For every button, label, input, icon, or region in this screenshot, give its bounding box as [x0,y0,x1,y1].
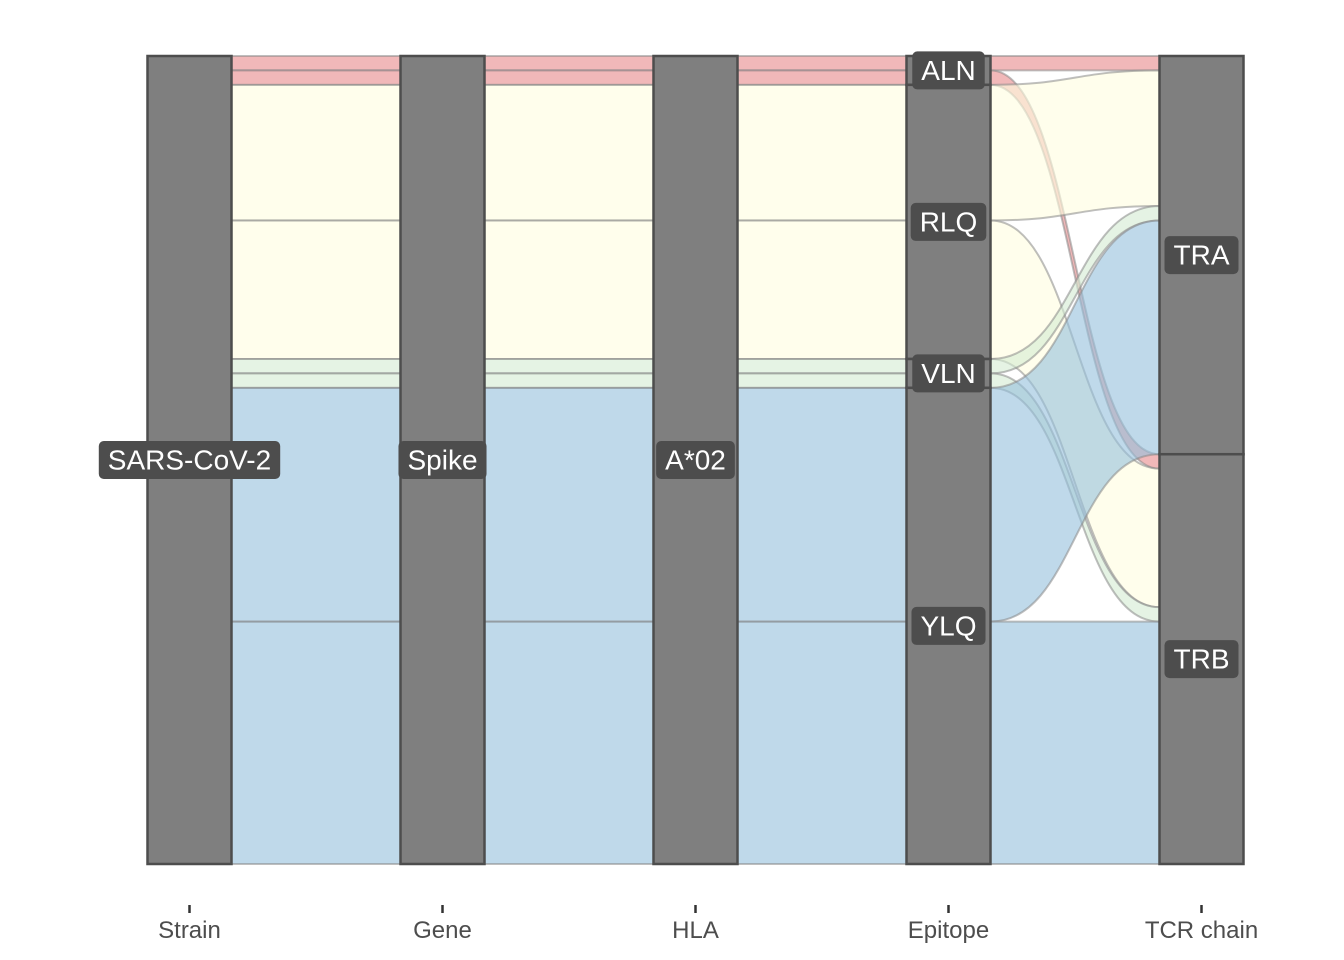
stratum-label-aln: ALN [912,51,985,90]
stratum-label-background [910,202,987,241]
stratum-label-text: SARS-CoV-2 [108,445,271,476]
flow-segment [230,219,402,361]
flow-segment [736,372,908,389]
stratum-label-text: ALN [921,55,975,86]
flow-segment [230,386,402,623]
flow-segment [483,386,655,623]
stratum-label-background [398,441,487,479]
stratum-label-tra: TRA [1164,236,1239,275]
flow-segment [989,69,1161,222]
flow-segment [483,54,655,72]
flow-segment [989,54,1161,72]
flow-segment [230,357,402,375]
flow-segment [483,69,655,86]
stratum-label-a-02: A*02 [656,441,735,479]
flow-sars-cov-2-spike-a-02-ylq-trb [230,620,1161,866]
stratum-label-text: A*02 [665,445,726,476]
stratum-label-text: Spike [407,445,477,476]
flow-segment [230,69,402,86]
stratum-label-text: RLQ [920,206,978,237]
stratum-label-background [912,51,985,90]
stratum-label-background [911,606,986,645]
flow-segment [230,620,402,866]
flows-layer [230,54,1161,866]
stratum-label-background [98,441,281,479]
flow-sars-cov-2-spike-a-02-rlq-tra [230,69,1161,222]
stratum-label-background [1164,236,1239,275]
flow-segment [736,357,908,375]
stratum-label-rlq: RLQ [910,202,987,241]
stratum-label-background [656,441,735,479]
x-tick-label-tcr-chain: TCR chain [1145,917,1258,944]
stratum-labels-layer: SARS-CoV-2 Spike A*02 ALN RLQ VLN YLQ TRA TRB [98,51,1239,679]
flow-segment [736,54,908,72]
stratum-label-text: TRA [1174,240,1230,271]
flow-segment [230,372,402,389]
flow-segment [483,357,655,375]
flow-segment [989,620,1161,866]
flow-segment [736,219,908,361]
flow-segment [483,219,655,361]
stratum-label-ylq: YLQ [911,606,986,645]
flow-segment [736,83,908,222]
x-tick-label-gene: Gene [413,917,472,944]
x-tick-label-strain: Strain [158,917,221,944]
stratum-label-sars-cov-2: SARS-CoV-2 [98,441,281,479]
stratum-label-text: VLN [921,358,975,389]
stratum-label-vln: VLN [912,354,985,393]
x-axis: Strain Gene HLA Epitope TCR chain [158,905,1258,944]
flow-segment [230,83,402,222]
stratum-label-background [1164,640,1239,679]
flow-segment [736,69,908,86]
stratum-label-text: TRB [1174,644,1230,675]
flow-segment [483,83,655,222]
stratum-label-spike: Spike [398,441,487,479]
x-tick-label-epitope: Epitope [908,917,989,944]
flow-segment [483,372,655,389]
stratum-label-trb: TRB [1164,640,1239,679]
flow-segment [230,54,402,72]
flow-segment [736,620,908,866]
stratum-label-text: YLQ [920,610,976,641]
stratum-label-background [912,354,985,393]
flow-segment [736,386,908,623]
x-tick-label-hla: HLA [672,917,719,944]
flow-segment [483,620,655,866]
